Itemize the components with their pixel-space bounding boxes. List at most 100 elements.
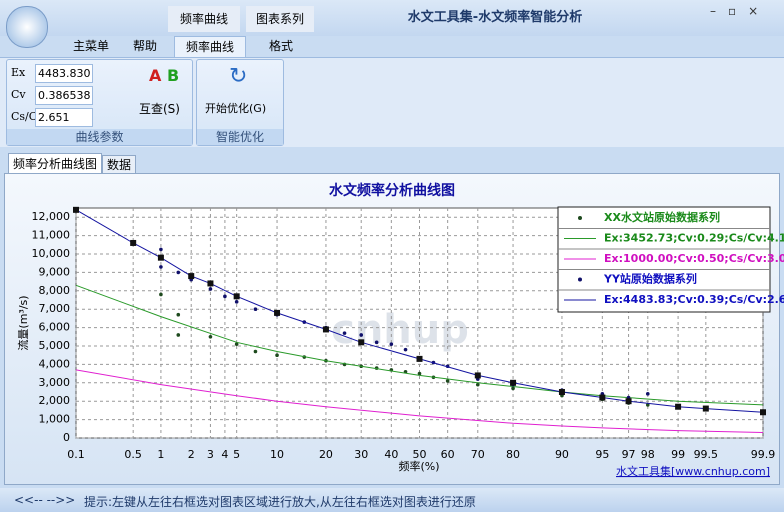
optimize-icon: ↻ — [229, 64, 248, 89]
data-point — [234, 300, 239, 304]
legend-label: Ex:3452.73;Cv:0.29;Cs/Cv:4.11 — [604, 232, 784, 245]
legend-label: YY站原始数据系列 — [603, 272, 697, 286]
context-tab[interactable]: 图表系列 — [246, 6, 314, 32]
x-tick-label: 5 — [233, 448, 240, 461]
data-point — [645, 403, 650, 407]
x-tick-label: 70 — [471, 448, 485, 461]
app-button[interactable] — [6, 6, 48, 48]
context-tab[interactable]: 频率曲线 — [168, 6, 240, 32]
curve-marker — [760, 409, 766, 416]
swap-button[interactable]: 互查(S) — [139, 102, 180, 116]
x-axis-label: 频率(%) — [398, 459, 439, 473]
curve-marker — [274, 309, 281, 316]
data-point — [253, 307, 258, 312]
curve-marker — [675, 403, 682, 410]
data-point — [253, 349, 258, 354]
x-tick-label: 40 — [384, 448, 398, 461]
ribbon-tab-active[interactable]: 频率曲线 — [174, 36, 246, 58]
watermark: cnhup — [331, 307, 469, 353]
data-point — [176, 312, 181, 317]
legend — [557, 206, 771, 313]
curve-marker — [474, 372, 481, 379]
data-point — [223, 294, 227, 299]
window-controls[interactable]: –▫× — [710, 4, 771, 18]
status-hint: 提示:左键从左往右框选对图表区域进行放大,从左往右框选对图表进行还原 — [84, 495, 476, 509]
doc-tab[interactable]: 数据 — [102, 155, 136, 175]
y-tick-label: 10,000 — [32, 247, 71, 260]
data-point — [176, 270, 181, 275]
y-tick-label: 6,000 — [39, 321, 71, 334]
curve-marker — [207, 280, 214, 287]
ribbon-group: ↻ 开始优化(G) 智能优化 — [196, 59, 284, 146]
optimize-button[interactable]: 开始优化(G) — [205, 102, 267, 115]
window-title: 水文工具集-水文频率智能分析 — [407, 10, 583, 25]
data-point — [208, 287, 213, 291]
x-tick-label: 99 — [671, 448, 685, 461]
x-tick-label: 0.1 — [67, 448, 85, 461]
swap-icon: A B — [149, 66, 180, 85]
curve-marker — [558, 389, 565, 395]
legend-swatch — [578, 277, 582, 282]
data-point — [208, 335, 213, 339]
data-point — [645, 392, 650, 396]
x-tick-label: 90 — [555, 448, 569, 461]
field-input[interactable]: 4483.830 — [35, 64, 93, 83]
y-tick-label: 2,000 — [39, 394, 71, 407]
status-nav[interactable]: <<-- -->> — [14, 493, 76, 507]
data-point — [359, 333, 364, 337]
x-tick-label: 10 — [270, 448, 284, 461]
x-tick-label: 98 — [641, 448, 655, 461]
x-tick-label: 99.9 — [751, 448, 776, 461]
field-input[interactable]: 2.651 — [35, 108, 93, 127]
data-point — [445, 379, 450, 383]
ribbon-tab[interactable]: 帮助 — [132, 39, 157, 53]
chart-title: 水文频率分析曲线图 — [329, 182, 455, 199]
curve-marker — [73, 206, 79, 213]
ribbon-tab[interactable]: 主菜单 — [72, 39, 109, 53]
curve-marker — [510, 379, 517, 386]
y-tick-label: 7,000 — [39, 302, 71, 315]
curve-marker — [416, 355, 423, 362]
field-label: Ex — [11, 66, 26, 79]
curve-marker — [188, 273, 195, 280]
legend-label: Ex:1000.00;Cv:0.50;Cs/Cv:3.00 — [604, 252, 784, 265]
y-tick-label: 8,000 — [39, 284, 71, 297]
data-point — [275, 353, 279, 358]
y-tick-label: 11,000 — [32, 229, 71, 242]
y-axis-label: 流量(m³/s) — [16, 295, 30, 350]
data-point — [342, 331, 347, 335]
data-point — [159, 265, 163, 269]
y-tick-label: 4,000 — [39, 357, 71, 370]
y-tick-label: 1,000 — [39, 413, 71, 426]
legend-label: Ex:4483.83;Cv:0.39;Cs/Cv:2.65 — [604, 293, 784, 306]
x-tick-label: 3 — [207, 448, 214, 461]
x-tick-label: 0.5 — [124, 448, 142, 461]
doc-tab-active[interactable]: 频率分析曲线图 — [8, 153, 102, 174]
status-bar — [0, 488, 784, 512]
y-tick-label: 12,000 — [32, 210, 71, 223]
x-tick-label: 4 — [221, 448, 228, 461]
ribbon-tab[interactable]: 格式 — [268, 39, 293, 53]
credit-link: 水文工具集[www.cnhup.com] — [616, 464, 770, 478]
x-tick-label: 97 — [622, 448, 636, 461]
x-tick-label: 60 — [441, 448, 455, 461]
group-label: 曲线参数 — [7, 129, 192, 145]
x-tick-label: 50 — [413, 448, 427, 461]
x-tick-label: 20 — [319, 448, 333, 461]
field-input[interactable]: 0.386538 — [35, 86, 93, 105]
data-point — [403, 347, 408, 352]
data-point — [159, 247, 163, 252]
legend-swatch — [578, 216, 582, 220]
curve-marker — [702, 405, 709, 412]
data-point — [234, 342, 239, 346]
curve-marker — [625, 398, 632, 405]
curve-marker — [157, 254, 164, 261]
x-tick-label: 80 — [506, 448, 520, 461]
field-label: Cv — [11, 88, 26, 101]
y-tick-label: 3,000 — [39, 376, 71, 389]
x-tick-label: 30 — [354, 448, 368, 461]
x-tick-label: 95 — [595, 448, 609, 461]
x-tick-label: 99.5 — [694, 448, 719, 461]
